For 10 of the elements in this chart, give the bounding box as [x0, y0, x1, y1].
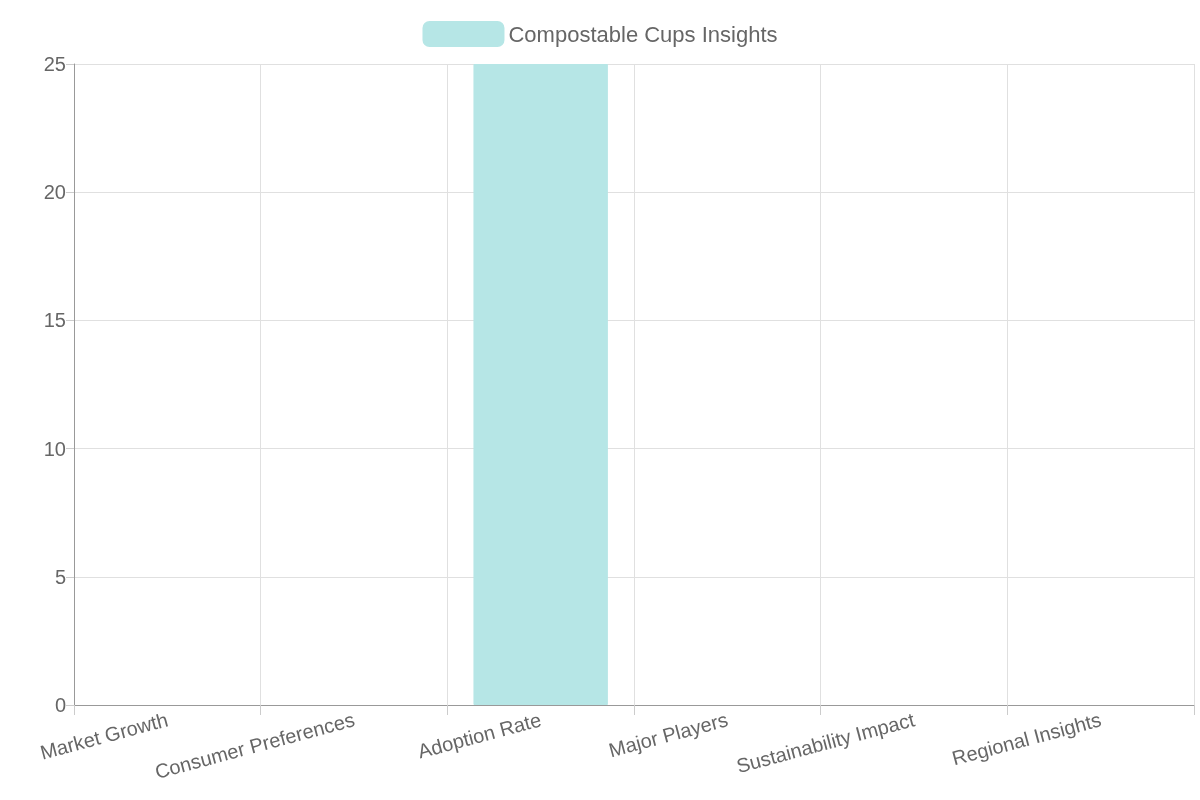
y-tick-label: 25: [43, 53, 66, 75]
legend-label: Compostable Cups Insights: [508, 21, 778, 47]
x-tick-label: Regional Insights: [949, 708, 1104, 770]
x-tick-label: Major Players: [606, 708, 731, 762]
y-tick-label: 10: [43, 437, 66, 460]
x-tick-label: Adoption Rate: [415, 708, 544, 763]
y-tick-label: 0: [54, 694, 66, 716]
y-tick-label: 5: [54, 565, 66, 588]
y-tick-label: 20: [43, 181, 66, 204]
y-tick-label: 15: [43, 309, 66, 332]
